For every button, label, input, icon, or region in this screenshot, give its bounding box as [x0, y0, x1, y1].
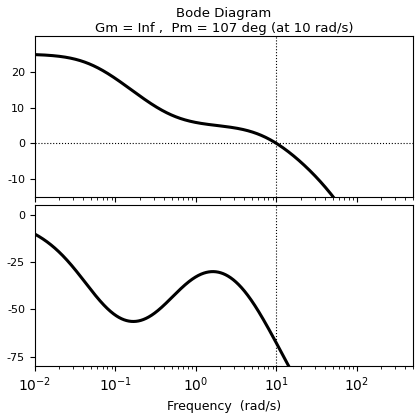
X-axis label: Frequency  (rad/s): Frequency (rad/s)	[167, 400, 281, 413]
Title: Bode Diagram
Gm = Inf ,  Pm = 107 deg (at 10 rad/s): Bode Diagram Gm = Inf , Pm = 107 deg (at…	[94, 7, 353, 35]
